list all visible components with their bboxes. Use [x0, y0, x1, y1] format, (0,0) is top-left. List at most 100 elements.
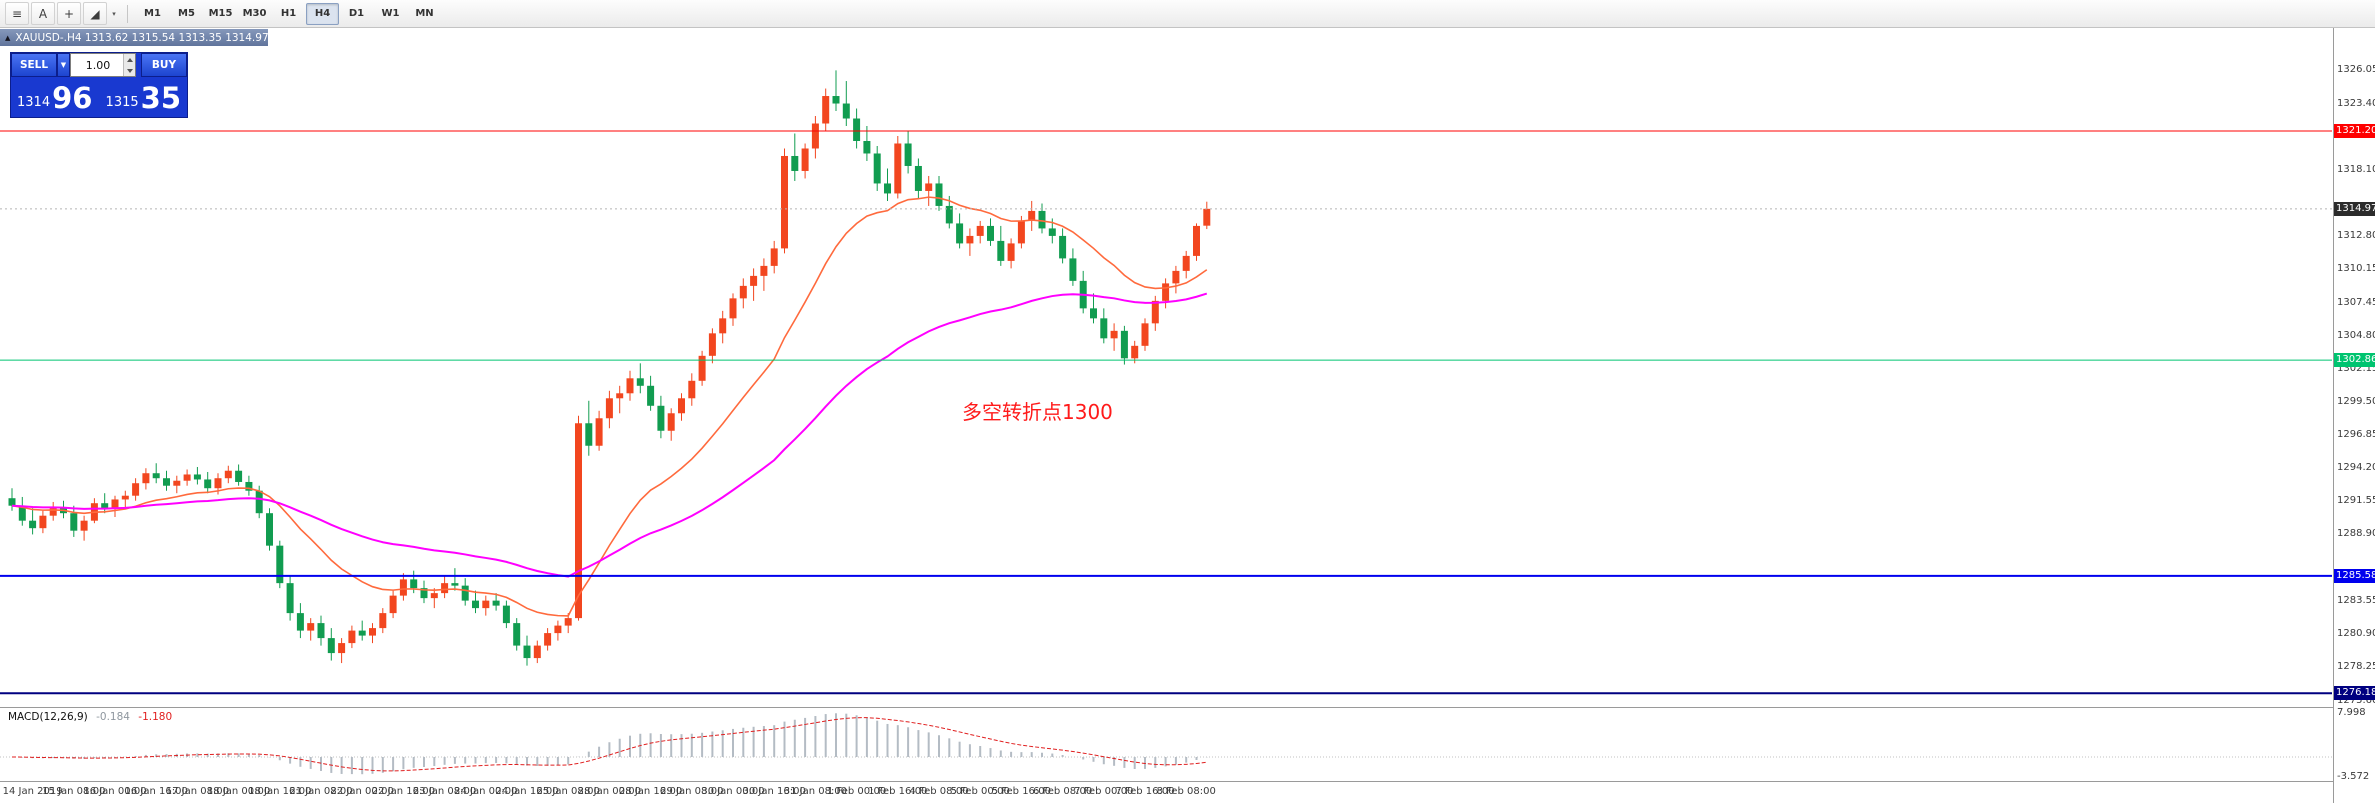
trade-controls-row: SELL ▼ BUY [11, 53, 187, 77]
macd-main-value: -0.184 [96, 711, 130, 723]
price-axis-label: 1310.15 [2337, 263, 2375, 274]
time-axis-label: 28 Jan 16:00 [618, 786, 683, 797]
lot-spinner [123, 54, 135, 76]
price-axis-label: 1307.45 [2337, 296, 2375, 308]
price-axis[interactable]: 1326.05 1323.40 1318.10 1312.80 1310.15 1307.… [2333, 28, 2375, 803]
chart-text-annotation[interactable]: 多空转折点1300 [962, 400, 1113, 424]
price-axis-label: 1296.85 [2337, 429, 2375, 441]
time-axis-label: 22 Jan 16:00 [371, 786, 436, 797]
ask-price-pips: 35 [140, 81, 181, 116]
price-tag-1285.58: 1285.58 [2334, 568, 2375, 583]
time-axis-label: 16 Jan 00:00 [83, 786, 147, 797]
time-axis-label: 25 Jan 08:00 [536, 786, 600, 797]
time-axis-label: 16 Jan 16:00 [124, 786, 188, 797]
price-axis-label: 1304.80 [2337, 329, 2375, 341]
timeframe-button-d1[interactable]: D1 [348, 8, 365, 19]
toolbar-divider [127, 4, 128, 23]
time-axis-label: 5 Feb 16:00 [991, 786, 1052, 797]
timeframe-button-h1[interactable]: H1 [280, 8, 297, 19]
time-axis-label: 30 Jan 00:00 [701, 786, 765, 797]
price-axis-label: 1302.15 [2337, 362, 2375, 374]
time-axis-label: 24 Jan 00:00 [454, 786, 518, 797]
buy-button[interactable]: BUY [141, 53, 187, 77]
timeframe-bar: M1 M5 M15 M30 H1 H4 D1 W1 MN [136, 2, 441, 25]
price-axis-label: 1288.90 [2337, 528, 2375, 540]
price-axis-label: 1318.10 [2337, 163, 2375, 175]
timeframe-button-w1[interactable]: W1 [381, 8, 400, 19]
time-axis-label: 23 Jan 08:00 [412, 786, 477, 797]
time-axis-divider [0, 781, 2375, 782]
lot-dropdown-button[interactable]: ▼ [57, 53, 70, 77]
one-click-trading-panel: SELL ▼ BUY 1314 96 1315 35 [10, 52, 188, 118]
macd-signal-value: -1.180 [138, 711, 173, 723]
price-tag-1276.18: 1276.18 [2334, 686, 2375, 701]
toolbar-tools: ≡ A + ◢ [5, 2, 107, 25]
price-axis-label: 1312.80 [2337, 229, 2375, 241]
chart-mode-icon[interactable]: ≡ [5, 2, 29, 25]
chart-window-icon: ▲ [5, 33, 11, 42]
price-axis-label: 1283.55 [2337, 595, 2375, 607]
time-axis-label: 31 Jan 08:00 [783, 786, 848, 797]
timeframe-button-m15[interactable]: M15 [208, 8, 233, 19]
chart-title-ohlc: XAUUSD-.H4 1313.62 1315.54 1313.35 1314.… [15, 31, 269, 44]
lot-increment-button[interactable] [124, 54, 135, 65]
draw-tools-caret[interactable]: ▾ [112, 9, 116, 18]
time-axis-label: 22 Jan 00:00 [330, 786, 394, 797]
time-axis-label: 5 Feb 00:00 [950, 786, 1010, 797]
time-axis-label: 24 Jan 16:00 [495, 786, 559, 797]
crosshair-icon[interactable]: + [57, 2, 81, 25]
time-axis-label: 28 Jan 00:00 [577, 786, 642, 797]
time-axis-label: 18 Jan 16:00 [248, 786, 312, 797]
time-axis-label: 1 Feb 00:00 [826, 786, 887, 797]
time-axis-label: 21 Jan 08:00 [289, 786, 353, 797]
lot-size-box [70, 53, 136, 77]
time-axis[interactable]: 14 Jan 2019 15 Jan 08:00 16 Jan 00:00 16 Ja… [0, 782, 2333, 803]
lot-size-input[interactable] [71, 54, 135, 77]
price-axis-label: 1299.50 [2337, 396, 2375, 408]
time-axis-label: 14 Jan 2019 [2, 786, 63, 797]
ask-price-main: 1315 [105, 95, 139, 110]
text-tool-icon[interactable]: A [31, 2, 55, 25]
time-axis-label: 8 Feb 08:00 [1156, 786, 1216, 797]
timeframe-button-mn[interactable]: MN [415, 8, 434, 19]
bid-price-pips: 96 [52, 81, 93, 116]
macd-axis-label: -3.572 [2337, 770, 2370, 782]
timeframe-button-m5[interactable]: M5 [178, 8, 195, 19]
price-tag-1302.86: 1302.86 [2334, 353, 2375, 368]
time-axis-label: 17 Jan 08:00 [165, 786, 230, 797]
ask-price[interactable]: 1315 35 [105, 81, 181, 116]
time-axis-label: 7 Feb 00:00 [1074, 786, 1134, 797]
bid-price[interactable]: 1314 96 [17, 81, 93, 116]
price-tag-1314.97: 1314.97 [2334, 201, 2375, 216]
timeframe-button-m30[interactable]: M30 [242, 8, 267, 19]
timeframe-button-h4[interactable]: H4 [306, 2, 339, 25]
macd-indicator-label: MACD(12,26,9) -0.184 -1.180 [8, 711, 172, 723]
macd-axis-label: 7.998 [2337, 706, 2366, 718]
price-tag-1321.20: 1321.20 [2334, 124, 2375, 138]
price-axis-label: 1280.90 [2337, 628, 2375, 640]
price-axis-label: 1323.40 [2337, 97, 2375, 109]
toolbar: ≡ A + ◢ ▾ M1 M5 M15 M30 H1 H4 D1 W1 MN [0, 0, 2375, 28]
timeframe-button-m1[interactable]: M1 [144, 8, 161, 19]
time-axis-label: 4 Feb 08:00 [909, 786, 969, 797]
price-axis-label: 1294.20 [2337, 462, 2375, 474]
time-axis-label: 18 Jan 00:00 [206, 786, 271, 797]
macd-name: MACD(12,26,9) [8, 711, 88, 723]
sell-button[interactable]: SELL [11, 53, 57, 77]
bid-price-main: 1314 [17, 95, 51, 110]
time-axis-label: 30 Jan 16:00 [742, 786, 806, 797]
price-axis-label: 1291.55 [2337, 495, 2375, 507]
time-axis-label: 7 Feb 16:00 [1115, 786, 1175, 797]
price-axis-label: 1326.05 [2337, 64, 2375, 76]
time-axis-label: 1 Feb 16:00 [868, 786, 928, 797]
price-axis-label: 1278.25 [2337, 661, 2375, 673]
macd-panel-divider[interactable] [0, 707, 2375, 708]
time-axis-label: 6 Feb 08:00 [1032, 786, 1093, 797]
chart-title-bar: ▲ XAUUSD-.H4 1313.62 1315.54 1313.35 131… [0, 29, 269, 46]
time-axis-label: 29 Jan 08:00 [660, 786, 724, 797]
draw-tools-icon[interactable]: ◢ [83, 2, 107, 25]
bid-ask-display: 1314 96 1315 35 [11, 77, 187, 115]
lot-decrement-button[interactable] [124, 65, 135, 76]
